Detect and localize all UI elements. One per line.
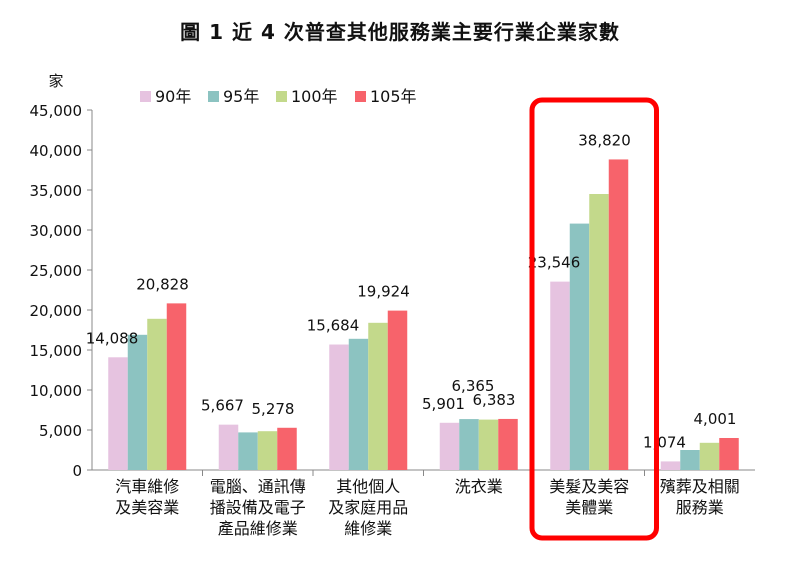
x-tick-label: 播設備及電子 — [210, 498, 306, 517]
data-label: 14,088 — [86, 329, 139, 347]
bar — [277, 427, 297, 470]
x-tick-label: 維修業 — [344, 519, 392, 538]
bar — [368, 322, 388, 470]
x-tick-label: 汽車維修 — [115, 477, 179, 496]
legend-label: 105年 — [370, 87, 417, 106]
data-label: 19,924 — [357, 283, 410, 301]
bar — [387, 310, 408, 470]
y-tick-label: 35,000 — [30, 182, 83, 200]
x-tick-label: 美髮及美容 — [549, 477, 629, 496]
y-tick-label: 30,000 — [30, 222, 83, 240]
y-tick-label: 15,000 — [30, 342, 83, 360]
x-tick-label: 美體業 — [565, 498, 613, 517]
bar — [127, 334, 148, 470]
x-tick-label: 其他個人 — [336, 477, 400, 496]
x-tick-label: 及美容業 — [115, 498, 179, 517]
data-label: 5,901 — [422, 395, 465, 413]
y-tick-label: 25,000 — [30, 262, 83, 280]
bar — [589, 194, 609, 470]
data-label: 4,001 — [694, 410, 737, 428]
bar — [478, 419, 499, 470]
bar — [218, 424, 239, 470]
highlight-box — [529, 97, 659, 541]
bar — [699, 442, 720, 470]
bar — [166, 303, 187, 470]
bar — [550, 281, 570, 470]
legend-label: 100年 — [291, 87, 338, 106]
data-label: 38,820 — [578, 131, 631, 149]
y-tick-label: 10,000 — [30, 382, 83, 400]
x-tick-label: 及家庭用品 — [328, 498, 408, 517]
bar — [238, 432, 258, 470]
bar — [348, 338, 369, 470]
legend-swatch — [208, 91, 219, 102]
data-label: 15,684 — [307, 317, 360, 335]
x-tick-label: 電腦、通訊傳 — [210, 477, 306, 496]
y-tick-label: 5,000 — [39, 422, 82, 440]
data-label: 20,828 — [136, 275, 189, 293]
bar — [108, 357, 128, 470]
legend-swatch — [276, 91, 287, 102]
x-tick-label: 洗衣業 — [455, 477, 503, 496]
bar — [569, 223, 590, 470]
data-label: 1,074 — [643, 433, 686, 451]
bar — [719, 437, 739, 470]
y-tick-label: 0 — [72, 462, 82, 480]
y-tick-label: 45,000 — [30, 102, 83, 120]
y-axis-label: 家 — [48, 72, 63, 90]
legend-swatch — [140, 91, 151, 102]
bar — [439, 422, 460, 470]
bar — [147, 318, 167, 470]
bar — [459, 419, 479, 470]
chart-title: 圖 1 近 4 次普查其他服務業主要行業企業家數 — [180, 20, 620, 44]
legend-swatch — [355, 91, 366, 102]
data-label: 5,667 — [201, 397, 244, 415]
x-tick-label: 產品維修業 — [218, 519, 298, 538]
bar — [660, 461, 681, 470]
bar — [257, 431, 278, 470]
y-tick-label: 40,000 — [30, 142, 83, 160]
legend-label: 95年 — [223, 87, 259, 106]
x-tick-label: 服務業 — [676, 498, 724, 517]
data-label: 6,365 — [452, 377, 495, 395]
bar — [608, 159, 629, 470]
bar — [680, 450, 700, 470]
data-label: 6,383 — [473, 391, 516, 409]
legend-label: 90年 — [155, 87, 191, 106]
data-label: 5,278 — [252, 400, 295, 418]
x-tick-label: 殯葬及相關 — [660, 477, 740, 496]
data-label: 23,546 — [528, 254, 581, 272]
y-tick-label: 20,000 — [30, 302, 83, 320]
bar — [329, 344, 349, 470]
bar — [498, 418, 518, 470]
